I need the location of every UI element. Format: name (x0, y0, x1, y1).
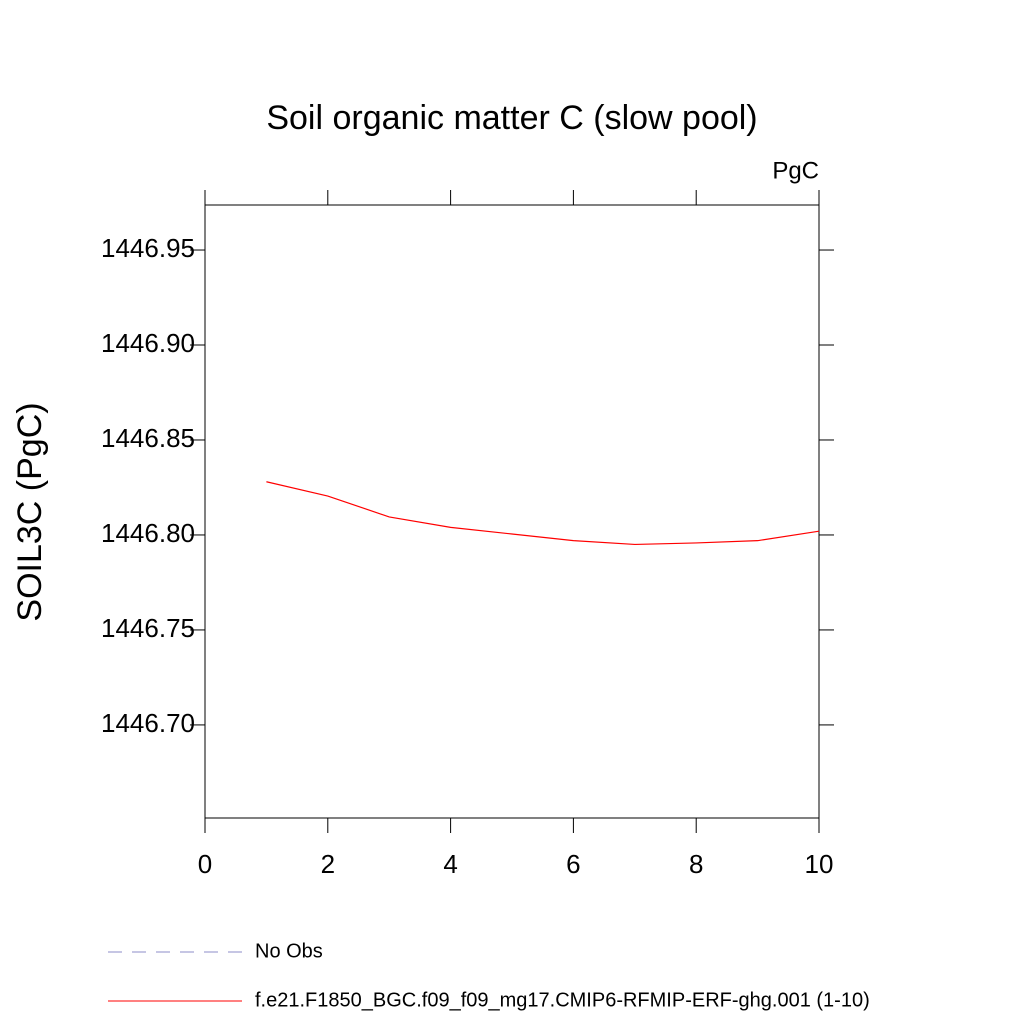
legend-label: f.e21.F1850_BGC.f09_f09_mg17.CMIP6-RFMIP… (255, 989, 870, 1011)
y-tick-label: 1446.70 (101, 708, 195, 738)
plot-frame (204, 204, 820, 819)
legend-label: No Obs (255, 940, 323, 962)
y-tick-label: 1446.85 (101, 423, 195, 453)
x-tick-label: 8 (689, 849, 703, 879)
data-line (266, 481, 820, 546)
chart-title: Soil organic matter C (slow pool) (266, 99, 757, 137)
x-tick-label: 10 (805, 849, 834, 879)
units-label: PgC (772, 157, 819, 184)
y-tick-label: 1446.95 (101, 233, 195, 263)
x-tick-label: 6 (566, 849, 580, 879)
x-tick-label: 2 (321, 849, 335, 879)
x-tick-label: 0 (198, 849, 212, 879)
y-tick-label: 1446.90 (101, 328, 195, 358)
y-tick-label: 1446.75 (101, 613, 195, 643)
y-tick-label: 1446.80 (101, 518, 195, 548)
y-axis-label: SOIL3C (PgC) (11, 402, 49, 621)
x-tick-label: 4 (443, 849, 457, 879)
